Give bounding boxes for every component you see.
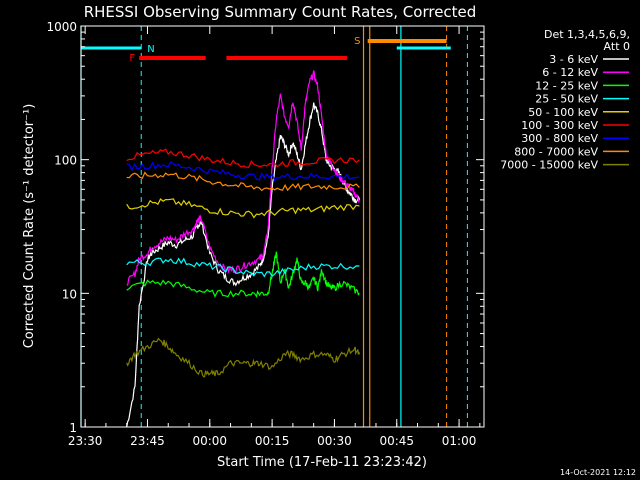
footer-date: 14-Oct-2021 12:12 xyxy=(560,468,636,477)
status-bars xyxy=(81,39,451,60)
series-800-7000-kev xyxy=(126,171,360,192)
y-tick-label: 100 xyxy=(54,154,77,168)
series-12-25-kev xyxy=(126,251,360,298)
y-axis-label: Corrected Count Rate (s⁻¹ detector⁻¹) xyxy=(22,104,37,349)
legend-header-line-2: Att 0 xyxy=(604,40,630,53)
annotations: N F S xyxy=(129,36,360,64)
legend-entry-label: 50 - 100 keV xyxy=(528,106,598,119)
x-tick-label: 23:45 xyxy=(130,434,165,448)
legend-entry-label: 25 - 50 keV xyxy=(535,93,598,106)
y-tick-label: 1 xyxy=(69,421,77,435)
series-lines xyxy=(126,70,360,428)
y-axis-ticks: 1 10 100 1000 xyxy=(46,20,484,435)
plot-frame xyxy=(80,25,485,428)
series-25-50-kev xyxy=(126,257,360,278)
chart-title: RHESSI Observing Summary Count Rates, Co… xyxy=(84,3,477,21)
x-axis-ticks: 23:30 23:45 00:00 00:15 00:30 00:45 01:00 xyxy=(68,26,481,448)
x-axis-label: Start Time (17-Feb-11 23:23:42) xyxy=(217,455,427,470)
x-tick-label: 00:00 xyxy=(192,434,227,448)
annotation-f: F xyxy=(129,53,135,64)
legend-header-line-1: Det 1,3,4,5,6,9, xyxy=(544,28,630,41)
y-tick-label: 1000 xyxy=(46,20,77,34)
legend-entry-label: 7000 - 15000 keV xyxy=(500,159,598,172)
legend-entry-label: 800 - 7000 keV xyxy=(514,145,598,158)
plot-area: N F S xyxy=(80,26,468,428)
x-tick-label: 01:00 xyxy=(442,434,477,448)
annotation-n: N xyxy=(147,44,154,55)
legend-entry-label: 3 - 6 keV xyxy=(549,53,598,66)
series-300-800-kev xyxy=(126,161,360,182)
series-7000-15000-kev xyxy=(126,337,360,378)
legend-entry-label: 6 - 12 keV xyxy=(542,66,598,79)
x-tick-label: 00:30 xyxy=(317,434,352,448)
y-tick-label: 10 xyxy=(62,287,77,301)
annotation-s: S xyxy=(354,36,360,47)
series-6-12-kev xyxy=(126,70,360,286)
series-50-100-kev xyxy=(126,198,360,219)
legend-entry-label: 100 - 300 keV xyxy=(521,119,598,132)
series-100-300-kev xyxy=(126,148,360,169)
series-3-6-kev xyxy=(126,102,360,428)
x-tick-label: 23:30 xyxy=(68,434,103,448)
legend-entry-label: 300 - 800 keV xyxy=(521,132,598,145)
x-tick-label: 00:15 xyxy=(255,434,290,448)
legend-entry-label: 12 - 25 keV xyxy=(535,79,598,92)
x-tick-label: 00:45 xyxy=(379,434,414,448)
